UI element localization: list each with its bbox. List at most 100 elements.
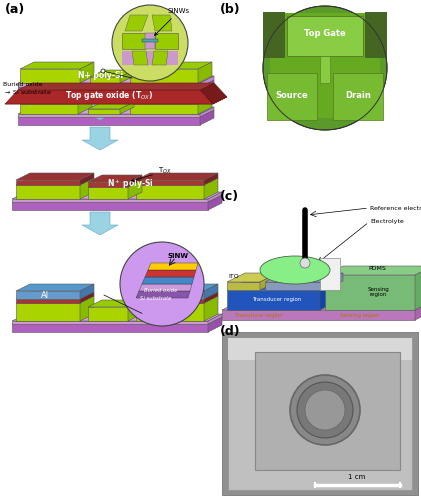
Polygon shape: [16, 299, 80, 303]
Text: Transducer region: Transducer region: [252, 298, 302, 302]
Polygon shape: [136, 173, 218, 180]
Polygon shape: [204, 292, 218, 303]
Polygon shape: [325, 275, 415, 310]
Polygon shape: [222, 301, 421, 310]
Polygon shape: [208, 317, 222, 332]
Polygon shape: [415, 301, 421, 320]
Polygon shape: [18, 87, 200, 95]
Text: Sensing
region: Sensing region: [367, 286, 389, 298]
Polygon shape: [16, 185, 80, 199]
Text: Transducer region: Transducer region: [235, 313, 282, 318]
Polygon shape: [333, 73, 383, 120]
Polygon shape: [5, 97, 227, 104]
Circle shape: [120, 242, 204, 326]
Polygon shape: [200, 76, 214, 87]
Polygon shape: [12, 192, 222, 199]
Polygon shape: [260, 273, 278, 290]
Polygon shape: [265, 282, 325, 290]
Polygon shape: [228, 338, 412, 360]
Polygon shape: [265, 273, 343, 282]
Polygon shape: [128, 180, 142, 199]
Polygon shape: [136, 185, 204, 199]
Polygon shape: [415, 266, 421, 310]
Polygon shape: [122, 51, 178, 65]
Polygon shape: [88, 307, 128, 321]
Polygon shape: [208, 314, 222, 324]
Text: SiNWs: SiNWs: [155, 8, 190, 36]
Text: Top gate oxide (T$_{OX}$): Top gate oxide (T$_{OX}$): [65, 88, 153, 102]
Polygon shape: [270, 13, 380, 118]
Polygon shape: [88, 109, 120, 114]
Polygon shape: [208, 192, 222, 202]
Polygon shape: [136, 284, 218, 291]
Polygon shape: [198, 62, 212, 83]
Ellipse shape: [260, 256, 330, 284]
Polygon shape: [227, 273, 278, 282]
Polygon shape: [12, 317, 222, 324]
Text: Top Gate: Top Gate: [304, 30, 346, 38]
Polygon shape: [139, 284, 192, 291]
Polygon shape: [16, 180, 80, 185]
Polygon shape: [18, 117, 200, 125]
Polygon shape: [20, 104, 78, 114]
Text: Source: Source: [276, 92, 308, 100]
Polygon shape: [130, 97, 212, 104]
Polygon shape: [5, 90, 213, 104]
Polygon shape: [263, 12, 285, 58]
Polygon shape: [128, 175, 142, 187]
Polygon shape: [204, 173, 218, 185]
Polygon shape: [130, 69, 198, 83]
Polygon shape: [227, 282, 260, 290]
Polygon shape: [18, 80, 214, 87]
Polygon shape: [20, 62, 94, 69]
Polygon shape: [136, 292, 218, 299]
Polygon shape: [16, 291, 80, 299]
Polygon shape: [12, 314, 222, 321]
Polygon shape: [12, 202, 208, 210]
Circle shape: [263, 6, 387, 130]
Polygon shape: [90, 70, 134, 77]
Polygon shape: [204, 178, 218, 199]
Polygon shape: [130, 62, 212, 69]
Polygon shape: [365, 12, 387, 58]
Polygon shape: [18, 114, 200, 117]
Polygon shape: [82, 127, 118, 150]
Polygon shape: [88, 300, 142, 307]
Polygon shape: [82, 97, 118, 120]
Text: Buried oxide: Buried oxide: [144, 288, 177, 294]
Polygon shape: [155, 33, 178, 49]
Polygon shape: [18, 110, 214, 117]
Polygon shape: [325, 273, 343, 290]
Text: ITO: ITO: [228, 274, 239, 278]
Text: Al: Al: [41, 290, 49, 300]
Polygon shape: [198, 97, 212, 114]
Text: N$^+$ poly-Si: N$^+$ poly-Si: [107, 177, 153, 191]
Polygon shape: [152, 15, 172, 31]
Polygon shape: [200, 80, 214, 95]
Polygon shape: [136, 291, 204, 299]
Polygon shape: [80, 173, 94, 185]
Text: (c): (c): [220, 190, 239, 203]
Polygon shape: [88, 102, 134, 109]
Polygon shape: [80, 296, 94, 321]
Polygon shape: [222, 332, 418, 495]
Text: (b): (b): [220, 3, 241, 16]
Polygon shape: [16, 178, 94, 185]
Polygon shape: [325, 266, 421, 275]
Text: N+ poly-Si: N+ poly-Si: [77, 72, 123, 80]
Polygon shape: [20, 97, 92, 104]
Polygon shape: [16, 284, 94, 291]
Polygon shape: [88, 187, 128, 199]
Circle shape: [305, 390, 345, 430]
Polygon shape: [136, 178, 218, 185]
Text: Si substrate: Si substrate: [140, 296, 171, 300]
Circle shape: [112, 5, 188, 81]
Polygon shape: [82, 212, 118, 235]
Polygon shape: [208, 195, 222, 210]
Polygon shape: [267, 73, 317, 120]
Polygon shape: [136, 303, 204, 321]
Text: Sensing region: Sensing region: [340, 313, 379, 318]
Polygon shape: [88, 180, 142, 187]
Polygon shape: [18, 83, 200, 87]
Polygon shape: [122, 33, 145, 49]
